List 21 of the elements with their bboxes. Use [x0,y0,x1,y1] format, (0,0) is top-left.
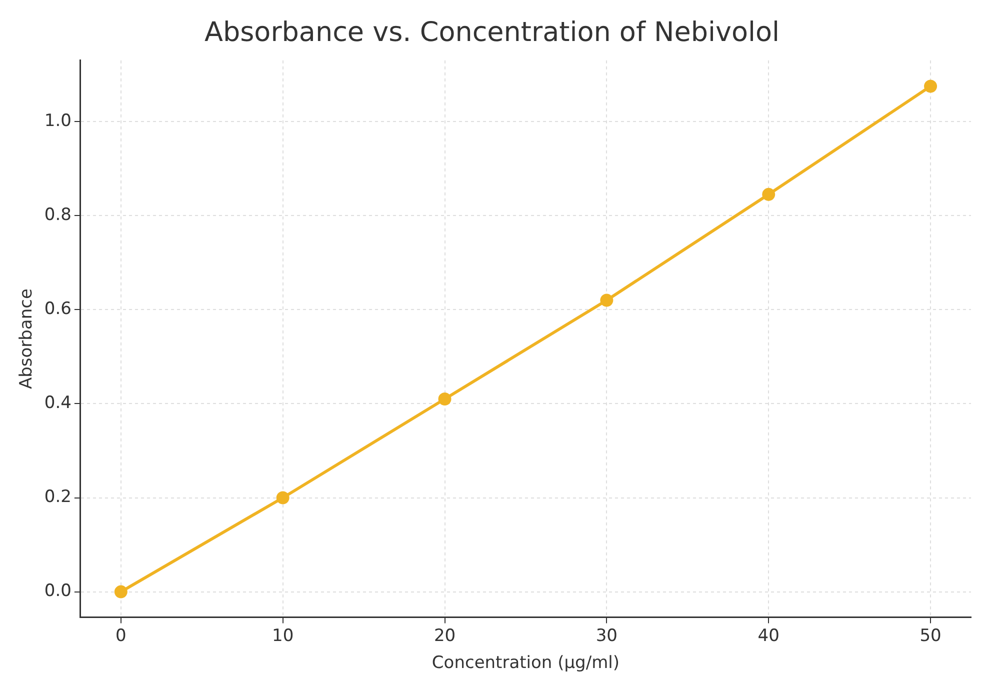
y-tick-label: 0.6 [44,299,72,320]
x-tick-label: 10 [272,626,294,646]
y-tick-label: 0.4 [44,393,72,414]
chart-title: Absorbance vs. Concentration of Nebivolol [204,17,780,48]
y-axis-title: Absorbance [16,288,37,390]
x-axis-title: Concentration (µg/ml) [432,653,620,674]
y-tick-label: 0.2 [44,487,72,508]
y-tick-label: 0.8 [44,205,72,226]
point [924,80,938,93]
point [438,392,452,406]
x-tick-label: 50 [920,626,942,646]
y-tick-label: 0.0 [44,581,72,602]
point [600,294,614,307]
x-tick-label: 20 [434,626,456,646]
point [762,188,776,201]
x-tick-label: 0 [116,626,126,646]
point [276,491,290,504]
point [114,585,128,598]
x-tick-label: 30 [596,626,618,646]
x-tick-label: 40 [758,626,780,646]
y-tick-label: 1.0 [44,110,72,131]
